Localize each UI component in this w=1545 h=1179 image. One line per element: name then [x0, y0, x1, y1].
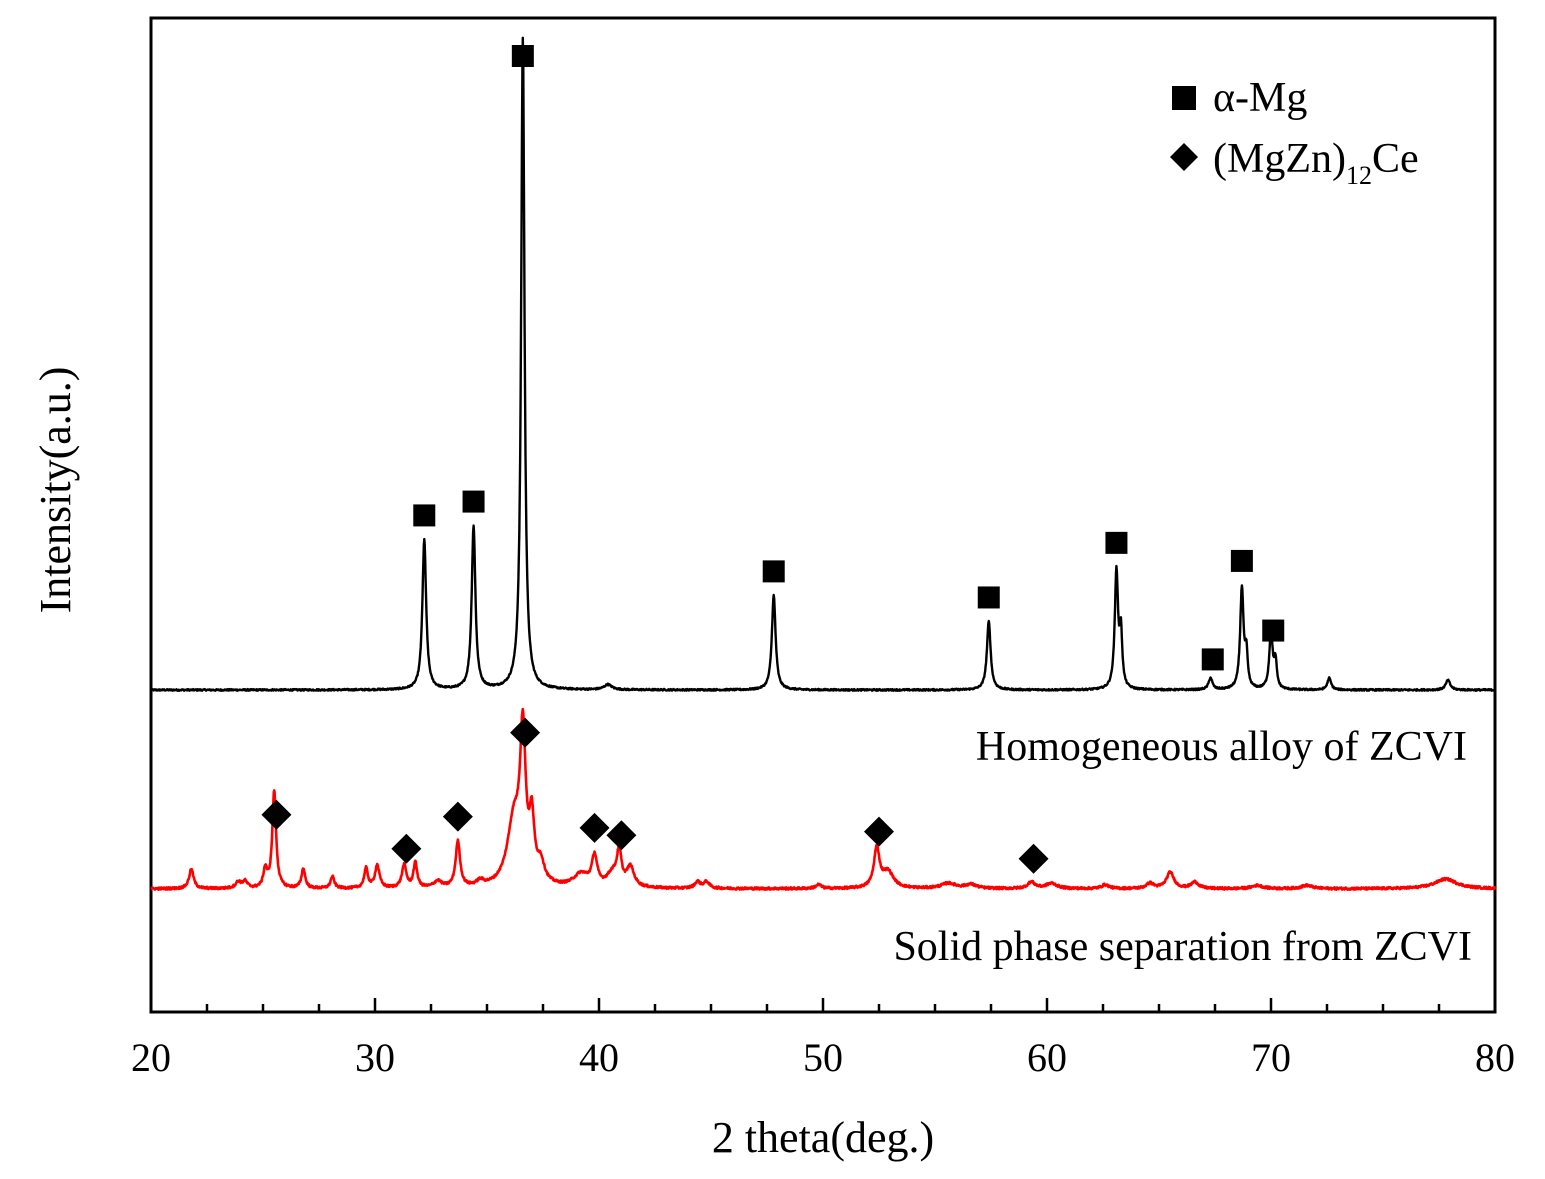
x-tick-label: 20: [131, 1035, 171, 1080]
mgzn12ce-peak-marker: [606, 820, 637, 851]
mgzn12ce-peak-marker: [261, 799, 292, 830]
alpha-mg-peak-marker: [462, 490, 485, 513]
legend-label-mgzn12ce: (MgZn)12Ce: [1213, 136, 1419, 190]
legend-diamond-icon: [1170, 143, 1198, 171]
legend-label-subscript: 12: [1346, 161, 1372, 190]
x-tick-label: 60: [1027, 1035, 1067, 1080]
x-axis-ticks: 20 30 40 50 60 70 80: [131, 998, 1515, 1080]
alpha-mg-peak-marker: [511, 45, 534, 67]
alpha-mg-peak-marker: [1201, 648, 1224, 671]
x-tick-label: 80: [1475, 1035, 1515, 1080]
alpha-mg-peak-marker: [1262, 619, 1285, 642]
x-tick-label: 40: [579, 1035, 619, 1080]
mgzn12ce-peak-marker: [579, 812, 610, 843]
legend-label-mgzn: (MgZn): [1213, 136, 1346, 182]
x-tick-label: 50: [803, 1035, 843, 1080]
legend-label-ce: Ce: [1372, 136, 1419, 182]
legend-square-icon: [1172, 86, 1196, 110]
alpha-mg-peak-marker: [1105, 531, 1128, 554]
alpha-mg-peak-marker: [413, 504, 436, 527]
legend: α-Mg (MgZn)12Ce: [1170, 75, 1419, 190]
y-axis-label: Intensity(a.u.): [31, 367, 80, 614]
mgzn12ce-peak-marker: [1018, 843, 1049, 874]
x-axis-label: 2 theta(deg.): [712, 1113, 934, 1162]
series-label-homogeneous: Homogeneous alloy of ZCVI: [976, 724, 1467, 770]
alpha-mg-peak-marker: [762, 560, 785, 583]
mgzn12ce-peak-marker: [864, 816, 894, 847]
peak-markers: [261, 45, 1285, 874]
x-tick-label: 30: [355, 1035, 395, 1080]
x-tick-label: 70: [1251, 1035, 1291, 1080]
series-label-solid-phase: Solid phase separation from ZCVI: [893, 924, 1472, 970]
alpha-mg-peak-marker: [977, 586, 1000, 609]
series-line-1: [150, 707, 1497, 891]
legend-label-alpha-mg: α-Mg: [1213, 75, 1307, 121]
alpha-mg-peak-marker: [1230, 549, 1253, 572]
mgzn12ce-peak-marker: [442, 801, 473, 832]
mgzn12ce-peak-marker: [510, 717, 541, 748]
mgzn12ce-peak-marker: [391, 833, 422, 864]
